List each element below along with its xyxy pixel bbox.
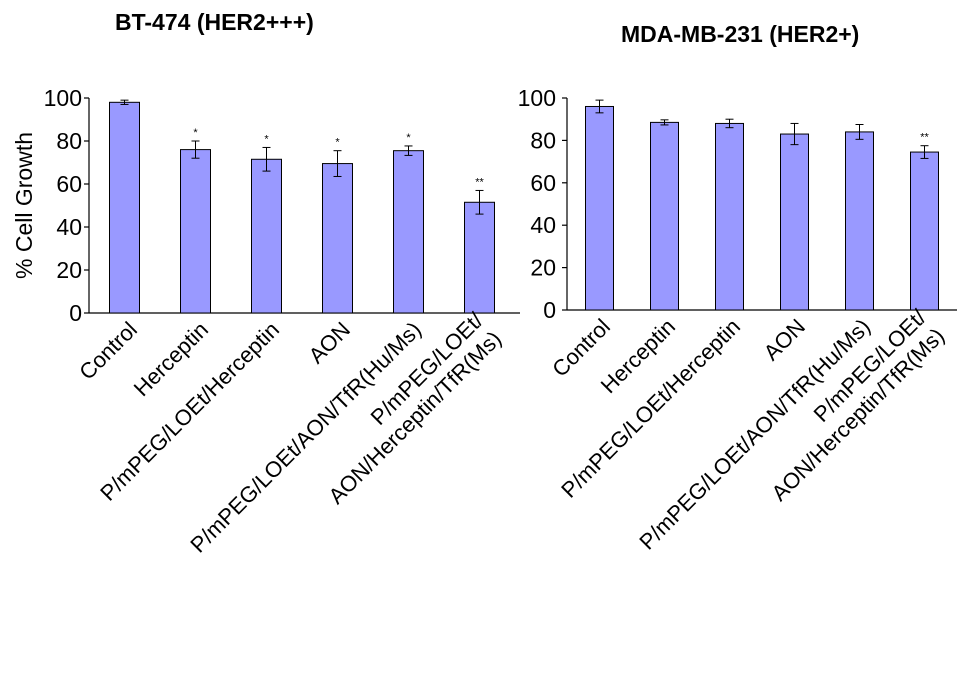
y-tick-label: 0 bbox=[69, 300, 82, 326]
chart-title: MDA-MB-231 (HER2+) bbox=[621, 21, 859, 47]
y-tick-label: 0 bbox=[543, 297, 556, 323]
y-tick-label: 40 bbox=[56, 214, 82, 240]
bar bbox=[109, 101, 140, 314]
y-tick-label: 40 bbox=[530, 212, 556, 238]
category-label-line: AON bbox=[759, 314, 810, 365]
significance-marker: * bbox=[193, 127, 198, 139]
category-label-line: AON/Herceptin/TfR(Ms) bbox=[323, 326, 506, 509]
category-label-line: Control bbox=[74, 317, 142, 385]
bar bbox=[780, 133, 809, 311]
y-tick-label: 20 bbox=[530, 255, 556, 281]
bar bbox=[464, 201, 495, 314]
significance-marker: ** bbox=[475, 176, 484, 188]
bar bbox=[322, 163, 353, 314]
bar bbox=[585, 105, 614, 311]
category-label: Control bbox=[74, 317, 142, 385]
bar bbox=[845, 131, 874, 311]
bt474-chart: BT-474 (HER2+++) % Cell Growth 0 20 40 60 80… bbox=[11, 9, 520, 558]
y-tick-label: 80 bbox=[56, 128, 82, 154]
bar bbox=[393, 150, 424, 314]
y-tick-label: 60 bbox=[56, 171, 82, 197]
bar bbox=[180, 149, 211, 314]
significance-marker: ** bbox=[920, 132, 929, 144]
mdamb231-chart: MDA-MB-231 (HER2+) 020406080100ControlHe… bbox=[518, 21, 957, 555]
bar bbox=[650, 121, 679, 311]
y-tick-label: 100 bbox=[44, 85, 82, 111]
bar bbox=[715, 122, 744, 311]
y-tick-label: 20 bbox=[56, 257, 82, 283]
category-label-line: AON bbox=[304, 317, 355, 368]
significance-marker: * bbox=[406, 132, 411, 144]
category-label: AON bbox=[759, 314, 810, 365]
y-tick-label: 100 bbox=[518, 85, 556, 111]
chart-title: BT-474 (HER2+++) bbox=[115, 9, 314, 35]
y-tick-label: 80 bbox=[530, 127, 556, 153]
bar bbox=[251, 158, 282, 314]
bar bbox=[910, 151, 939, 311]
y-axis-label: % Cell Growth bbox=[11, 132, 37, 279]
category-label: AON bbox=[304, 317, 355, 368]
category-label-line: AON/Herceptin/TfR(Ms) bbox=[766, 323, 949, 506]
significance-marker: * bbox=[264, 133, 269, 145]
significance-marker: * bbox=[335, 137, 340, 149]
y-tick-label: 60 bbox=[530, 170, 556, 196]
